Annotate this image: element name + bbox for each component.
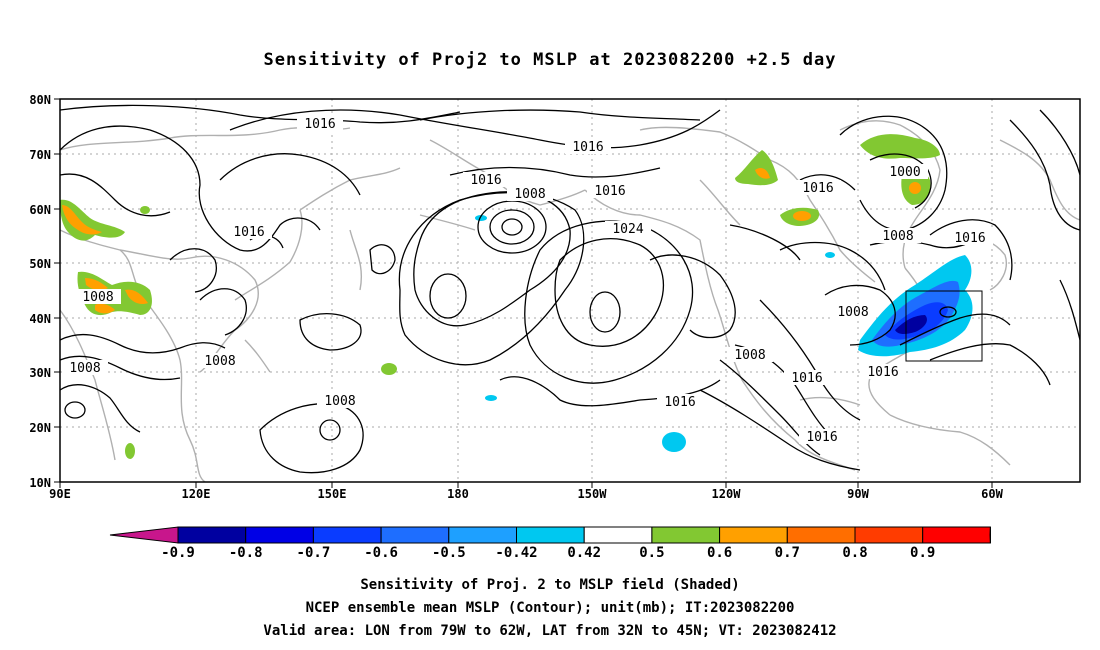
colorbar-label-4: -0.5 [432, 545, 466, 561]
lon-label-120e: 120E [182, 487, 211, 501]
lat-label-30n: 30N [29, 366, 51, 380]
map-frame [59, 98, 1081, 483]
lat-label-60n: 60N [29, 203, 51, 217]
colorbar-swatch-0 [177, 526, 247, 544]
contour-label-1016-gulf: 1016 [867, 365, 898, 380]
colorbar-label-3: -0.6 [364, 545, 398, 561]
caption-line-valid-area: Valid area: LON from 79W to 62W, LAT fro… [263, 623, 837, 639]
lat-label-20n: 20N [29, 421, 51, 435]
map-content: 1016 1016 1016 1008 1016 1024 1016 1016 … [60, 99, 1080, 482]
longitude-labels: 90E 120E 150E 180 150W 120W 90W 60W [49, 487, 1003, 501]
lat-label-40n: 40N [29, 312, 51, 326]
contour-label-1016-north: 1016 [572, 140, 603, 155]
contour-label-1016-newfoundland: 1016 [954, 231, 985, 246]
contour-label-1016-pacific-east: 1016 [664, 395, 695, 410]
valid-area-box [905, 290, 983, 362]
contour-label-1008-mexico: 1008 [734, 348, 765, 363]
contour-label-1008-india: 1008 [82, 290, 113, 305]
lon-label-150w: 150W [578, 487, 608, 501]
contour-label-1008-aleutian: 1008 [514, 187, 545, 202]
colorbar-swatch-8 [719, 526, 788, 544]
contour-label-1008-bay-bengal: 1008 [69, 361, 100, 376]
lon-label-90w: 90W [847, 487, 869, 501]
colorbar-swatch-7 [651, 526, 721, 544]
axis-ticks [54, 98, 993, 488]
colorbar: -0.9 -0.8 -0.7 -0.6 -0.5 -0.42 0.42 0.5 0.6 0.7 0.… [109, 526, 991, 561]
lon-label-180: 180 [447, 487, 469, 501]
contour-label-1008-pacific-west: 1008 [324, 394, 355, 409]
contour-label-1016-mexico-south: 1016 [806, 430, 837, 445]
colorbar-label-6: 0.42 [567, 545, 601, 561]
lat-label-80n: 80N [29, 93, 51, 107]
colorbar-swatch-3 [380, 526, 450, 544]
colorbar-swatch-6 [583, 526, 653, 544]
colorbar-under-arrow [109, 526, 179, 544]
colorbar-swatch-11 [922, 526, 991, 544]
colorbar-label-2: -0.7 [297, 545, 331, 561]
lat-label-10n: 10N [29, 476, 51, 490]
lon-label-90e: 90E [49, 487, 71, 501]
contour-label-1016-siberia: 1016 [233, 225, 264, 240]
contour-label-1016-bering: 1016 [470, 173, 501, 188]
caption-line-contour: NCEP ensemble mean MSLP (Contour); unit(… [305, 600, 795, 616]
colorbar-label-7: 0.5 [639, 545, 664, 561]
page-title: Sensitivity of Proj2 to MSLP at 20230822… [263, 50, 837, 70]
latitude-labels: 80N 70N 60N 50N 40N 30N 20N 10N [29, 93, 51, 490]
contour-labels: 1016 1016 1016 1008 1016 1024 1016 1016 … [62, 116, 993, 445]
contour-label-1016-canada: 1016 [802, 181, 833, 196]
contour-label-1008-great-lakes: 1008 [837, 305, 868, 320]
colorbar-label-0: -0.9 [161, 545, 195, 561]
sensitivity-shading [60, 134, 973, 459]
contour-label-1024-high: 1024 [612, 222, 643, 237]
colorbar-swatch-4 [448, 526, 517, 544]
colorbar-label-1: -0.8 [229, 545, 263, 561]
lon-label-150e: 150E [318, 487, 347, 501]
lat-label-50n: 50N [29, 257, 51, 271]
colorbar-label-9: 0.7 [775, 545, 800, 561]
contour-label-1008-china: 1008 [204, 354, 235, 369]
colorbar-label-10: 0.8 [842, 545, 867, 561]
colorbar-label-5: -0.42 [495, 545, 537, 561]
colorbar-swatch-1 [245, 526, 314, 544]
lon-label-120w: 120W [712, 487, 742, 501]
colorbar-label-11: 0.9 [910, 545, 935, 561]
colorbar-swatch-9 [786, 526, 856, 544]
colorbar-swatch-2 [312, 526, 382, 544]
contour-label-1008-quebec: 1008 [882, 229, 913, 244]
contour-label-1016-nw: 1016 [304, 117, 335, 132]
caption: Sensitivity of Proj. 2 to MSLP field (Sh… [0, 574, 1100, 643]
contour-label-1016-gulf-alaska: 1016 [594, 184, 625, 199]
contour-label-1000-hudson: 1000 [889, 165, 920, 180]
caption-line-shaded: Sensitivity of Proj. 2 to MSLP field (Sh… [360, 577, 740, 593]
lon-label-60w: 60W [981, 487, 1003, 501]
colorbar-label-8: 0.6 [707, 545, 732, 561]
lat-label-70n: 70N [29, 148, 51, 162]
contour-label-1016-baja: 1016 [791, 371, 822, 386]
colorbar-swatch-5 [516, 526, 585, 544]
colorbar-swatch-10 [854, 526, 924, 544]
